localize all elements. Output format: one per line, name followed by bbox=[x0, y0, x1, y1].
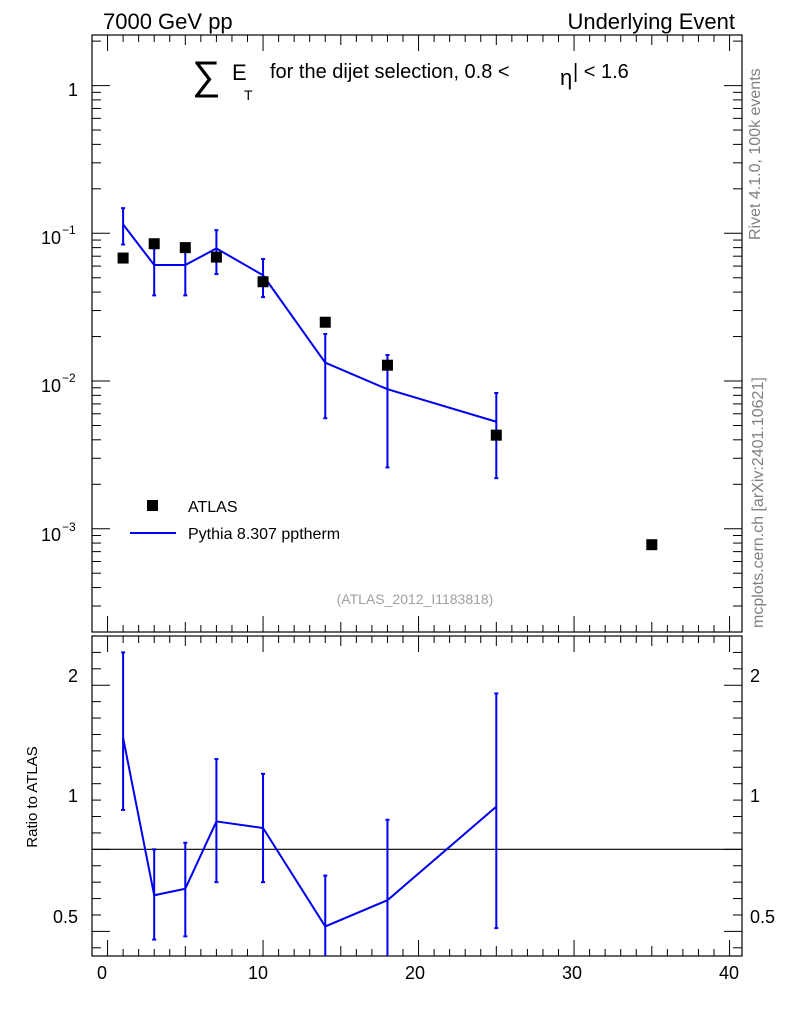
x-tick-label-20: 20 bbox=[405, 963, 425, 983]
title-tail: | < 1.6 bbox=[573, 61, 629, 83]
x-tick-label-30: 30 bbox=[562, 963, 582, 983]
title-eta: η bbox=[560, 65, 572, 90]
atlas-data-point bbox=[490, 429, 502, 441]
ratio-y-tick-label-1: 1 bbox=[68, 786, 78, 806]
title-t-subscript: T bbox=[244, 87, 253, 103]
y-tick-label-1e-3: 10 bbox=[41, 525, 61, 545]
atlas-data-point bbox=[381, 359, 393, 371]
ratio-y-tick-label-right-1: 1 bbox=[750, 786, 760, 806]
ratio-plot-marks bbox=[92, 651, 742, 956]
ratio-y-tick-label-2: 2 bbox=[68, 666, 78, 686]
main-plot-frame bbox=[91, 34, 743, 633]
main-plot-marks bbox=[117, 207, 658, 551]
atlas-data-point bbox=[148, 238, 160, 250]
analysis-watermark: (ATLAS_2012_I1183818) bbox=[337, 591, 494, 607]
y-tick-label-1e-1: 10 bbox=[41, 228, 61, 248]
x-tick-label-10: 10 bbox=[248, 963, 268, 983]
atlas-data-point bbox=[646, 539, 658, 551]
legend-pythia-label: Pythia 8.307 pptherm bbox=[188, 526, 340, 543]
main-y-tick-labels: 1 10 −1 10 −2 10 −3 bbox=[41, 80, 78, 545]
header-left: 7000 GeV pp bbox=[103, 9, 233, 34]
y-tick-exponent-1e-2: −2 bbox=[62, 371, 76, 385]
legend-atlas-label: ATLAS bbox=[188, 499, 238, 516]
x-tick-labels: 0 10 20 30 40 bbox=[97, 963, 739, 983]
x-tick-label-0: 0 bbox=[97, 963, 107, 983]
y-tick-exponent-1e-1: −1 bbox=[62, 223, 76, 237]
atlas-data-point bbox=[257, 276, 269, 288]
pythia-series-line bbox=[122, 223, 497, 423]
ratio-plot-frame bbox=[91, 635, 743, 957]
ratio-y-tick-labels: 0.5 1 2 0.5 1 2 bbox=[53, 666, 775, 927]
atlas-data-point bbox=[117, 252, 129, 264]
x-tick-label-40: 40 bbox=[719, 963, 739, 983]
atlas-data-point bbox=[319, 316, 331, 328]
legend-atlas-marker bbox=[147, 500, 158, 511]
y-tick-exponent-1e-3: −3 bbox=[62, 520, 76, 534]
main-title: ∑ E T for the dijet selection, 0.8 < η |… bbox=[192, 54, 629, 103]
y-tick-label-1e-2: 10 bbox=[41, 376, 61, 396]
ratio-y-tick-label-right-2: 2 bbox=[750, 666, 760, 686]
title-e: E bbox=[232, 60, 247, 85]
legend: ATLAS Pythia 8.307 pptherm bbox=[130, 499, 340, 543]
side-label-rivet: Rivet 4.1.0, 100k events bbox=[747, 68, 764, 240]
y-tick-label-1: 1 bbox=[68, 80, 78, 100]
ratio-series-line bbox=[122, 737, 497, 928]
header-right: Underlying Event bbox=[567, 9, 735, 34]
atlas-data-point bbox=[179, 242, 191, 254]
axis-ticks bbox=[92, 35, 742, 956]
ratio-y-axis-label: Ratio to ATLAS bbox=[24, 746, 41, 847]
side-label-mcplots: mcplots.cern.ch [arXiv:2401.10621] bbox=[750, 377, 767, 628]
ratio-y-tick-label-right-0-5: 0.5 bbox=[750, 907, 775, 927]
title-text: for the dijet selection, 0.8 < bbox=[270, 61, 510, 83]
title-sum-symbol: ∑ bbox=[192, 54, 221, 98]
ratio-y-tick-label-0-5: 0.5 bbox=[53, 907, 78, 927]
atlas-data-point bbox=[210, 251, 222, 263]
